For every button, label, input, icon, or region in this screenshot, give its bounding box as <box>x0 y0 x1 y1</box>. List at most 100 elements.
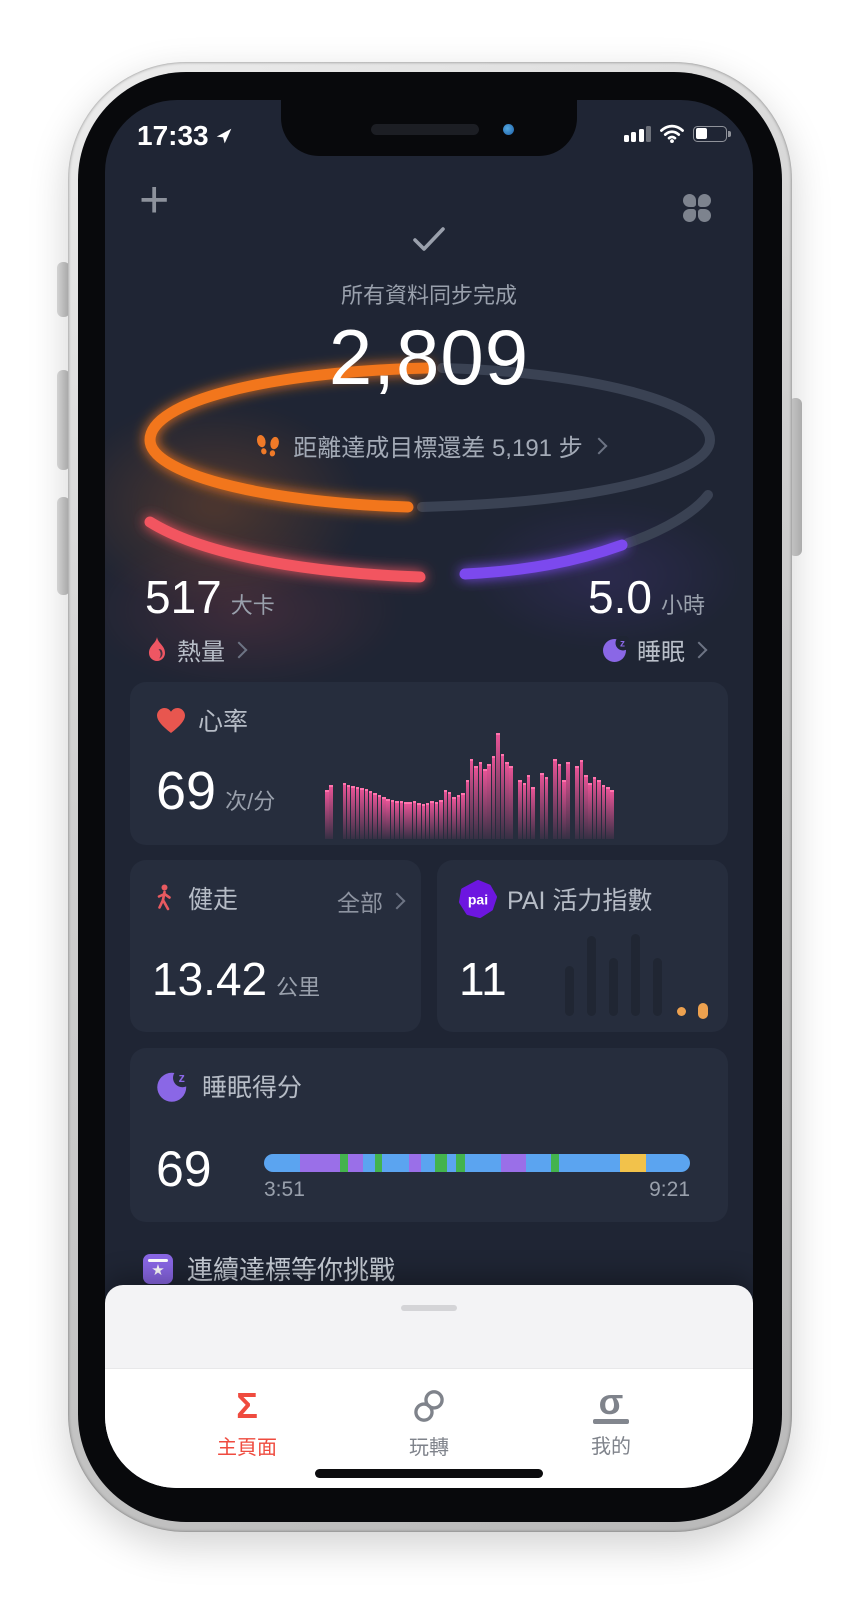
tab-discover[interactable]: 玩轉 <box>367 1387 491 1460</box>
sleep-ring-progress <box>459 539 628 580</box>
volume-down-button[interactable] <box>57 497 70 595</box>
walking-filter-label: 全部 <box>337 890 383 916</box>
sleep-value: 5.0 <box>588 571 652 623</box>
phone-frame: 17:33 + <box>68 62 792 1532</box>
pai-dot <box>677 1007 686 1016</box>
challenge-banner[interactable]: ★ 連續達標等你挑戰 <box>143 1250 395 1287</box>
apps-grid-button[interactable] <box>683 194 711 222</box>
heart-rate-value: 69 <box>156 761 217 821</box>
hr-bar <box>601 785 606 839</box>
hr-bar <box>544 776 549 839</box>
hr-bar <box>461 793 465 839</box>
hr-bar <box>434 801 439 839</box>
hr-bar <box>342 782 347 839</box>
hr-bar <box>329 785 333 839</box>
heart-rate-card[interactable]: 心率 69 次/分 <box>130 682 728 845</box>
walking-title: 健走 <box>188 886 239 914</box>
hr-bar <box>430 800 434 839</box>
sheet-drag-handle[interactable] <box>401 1305 457 1311</box>
hr-bar <box>575 766 579 839</box>
sleep-segment-green <box>340 1154 348 1172</box>
calories-label: 熱量 <box>177 639 225 666</box>
sleep-segment-purple <box>409 1154 422 1172</box>
hr-bar <box>395 800 399 839</box>
hr-bar <box>584 774 588 839</box>
walking-all-link[interactable]: 全部 <box>337 884 406 918</box>
sleep-segment-green <box>456 1154 466 1172</box>
add-button[interactable]: + <box>139 171 170 229</box>
sleep-segment-blue <box>381 1154 410 1172</box>
medal-icon: ★ <box>143 1253 173 1284</box>
hr-bar <box>439 799 443 839</box>
home-indicator[interactable] <box>315 1469 543 1478</box>
status-time: 17:33 <box>137 120 209 151</box>
pai-dot <box>698 1003 708 1019</box>
tab-home-label: 主頁面 <box>217 1437 277 1459</box>
front-camera <box>503 124 514 135</box>
sleep-segment-purple <box>500 1154 527 1172</box>
sync-status-text: 所有資料同步完成 <box>340 283 517 308</box>
hr-bar <box>500 753 505 839</box>
lower-ring-track <box>623 490 713 548</box>
sync-check-icon <box>105 224 753 259</box>
steps-ring-track <box>417 363 716 512</box>
sleep-segment-purple <box>347 1154 364 1172</box>
steps-goal-text: 距離達成目標還差 5,191 步 <box>293 435 583 462</box>
sleep-segment-green <box>435 1154 447 1172</box>
volume-up-button[interactable] <box>57 370 70 470</box>
hr-bar <box>522 782 527 839</box>
sleep-segment-blue <box>645 1154 690 1172</box>
app-screen: 17:33 + <box>105 100 753 1488</box>
calories-ring-progress <box>144 516 426 583</box>
tab-profile[interactable]: σ 我的 <box>549 1384 673 1460</box>
pai-bar <box>565 966 574 1016</box>
calories-value: 517 <box>145 571 222 623</box>
pai-card[interactable]: pai PAI 活力指數 11 <box>437 860 728 1032</box>
hr-bar <box>483 769 487 839</box>
tab-home[interactable]: Σ 主頁面 <box>185 1387 309 1460</box>
hr-bar <box>465 779 469 839</box>
hr-bar <box>610 790 614 839</box>
sleep-segment-blue <box>559 1154 620 1172</box>
notch <box>281 100 577 156</box>
walking-card[interactable]: 健走 全部 13.42 公里 <box>130 860 421 1032</box>
sleep-segment-blue <box>465 1154 501 1172</box>
sleep-segment-purple <box>300 1154 341 1172</box>
tab-profile-label: 我的 <box>591 1435 631 1458</box>
heart-rate-unit: 次/分 <box>225 789 276 814</box>
battery-icon <box>693 125 731 142</box>
hr-bar <box>562 779 566 839</box>
hr-bar <box>417 802 421 839</box>
hr-bar <box>526 774 531 839</box>
hr-bar <box>412 800 417 839</box>
power-button[interactable] <box>789 398 802 556</box>
hr-bar <box>566 762 570 839</box>
calories-summary[interactable]: 517 大卡 熱量 <box>145 570 275 667</box>
bottom-sheet[interactable]: Σ 主頁面 玩轉 σ 我的 <box>105 1285 753 1488</box>
walking-value: 13.42 <box>152 953 268 1005</box>
hr-bar <box>540 772 544 839</box>
sleep-segment-yellow <box>620 1154 646 1172</box>
hr-bar <box>491 755 496 839</box>
mute-switch[interactable] <box>57 262 70 317</box>
steps-goal-row[interactable]: 距離達成目標還差 5,191 步 <box>105 428 753 463</box>
moon-z-icon: z <box>603 636 629 662</box>
svg-text:z: z <box>179 1071 185 1085</box>
hr-bar <box>355 787 360 839</box>
hr-bar <box>478 762 483 839</box>
footprints-icon <box>257 434 280 456</box>
tab-discover-label: 玩轉 <box>409 1437 449 1459</box>
speaker-grille <box>371 124 479 135</box>
sleep-summary[interactable]: 5.0 小時 z 睡眠 <box>588 570 708 667</box>
hr-bar <box>592 776 597 839</box>
hr-bar <box>456 795 461 839</box>
challenge-text: 連續達標等你挑戰 <box>187 1255 396 1285</box>
sleep-segment-blue <box>446 1154 457 1172</box>
hr-bar <box>325 790 329 839</box>
sleep-score-card[interactable]: z 睡眠得分 69 3:51 9:21 <box>130 1048 728 1222</box>
hr-bar <box>505 762 509 839</box>
sleep-end-time: 9:21 <box>649 1178 690 1201</box>
hr-bar <box>509 766 513 839</box>
chevron-right-icon <box>230 641 248 658</box>
sleep-score-value: 69 <box>156 1141 212 1197</box>
